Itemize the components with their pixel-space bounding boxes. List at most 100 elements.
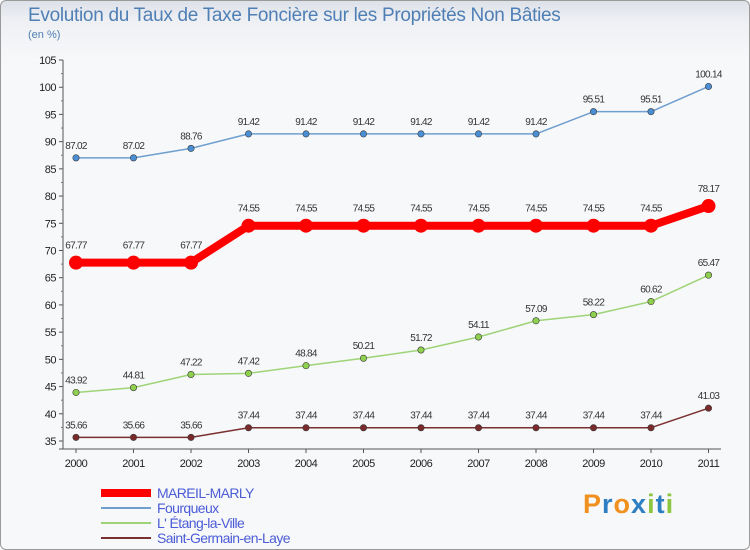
x-tick-label: 2010 xyxy=(640,458,663,470)
chart-title: Evolution du Taux de Taxe Foncière sur l… xyxy=(28,5,561,26)
legend-label: L' Étang-la-Ville xyxy=(157,515,245,531)
data-point xyxy=(704,82,712,90)
data-point xyxy=(302,130,310,138)
legend-label: Fourqueux xyxy=(157,500,219,516)
data-label: 50.21 xyxy=(353,341,376,352)
data-label: 51.72 xyxy=(410,333,433,344)
data-point xyxy=(704,271,712,279)
x-tick-label: 2005 xyxy=(352,458,375,470)
y-tick-label: 90 xyxy=(45,137,57,149)
data-label: 54.11 xyxy=(468,320,490,331)
data-label: 43.92 xyxy=(65,375,88,386)
x-tick-label: 2001 xyxy=(122,458,145,470)
data-point xyxy=(187,144,195,152)
data-label: 91.42 xyxy=(410,117,433,128)
logo-letter: i xyxy=(665,489,675,519)
y-tick-label: 35 xyxy=(45,436,57,448)
data-point xyxy=(126,255,141,270)
data-point xyxy=(184,255,198,270)
data-point xyxy=(69,255,83,270)
data-label: 44.81 xyxy=(123,371,146,382)
logo-letter: r xyxy=(602,489,614,519)
data-label: 91.42 xyxy=(353,117,376,128)
data-label: 35.66 xyxy=(65,420,88,431)
data-label: 37.44 xyxy=(640,411,663,422)
data-label: 37.44 xyxy=(525,411,548,422)
data-point xyxy=(589,108,597,116)
x-tick-label: 2000 xyxy=(65,458,88,470)
data-point xyxy=(302,424,310,432)
data-point xyxy=(589,424,597,432)
data-point xyxy=(245,130,253,138)
data-point xyxy=(356,218,371,233)
data-label: 74.55 xyxy=(525,204,548,215)
data-point xyxy=(532,317,540,325)
series-line-l-etang-la-ville xyxy=(75,274,710,394)
legend-swatch xyxy=(101,522,151,524)
y-tick-label: 85 xyxy=(45,164,57,176)
data-label: 74.55 xyxy=(238,204,261,215)
data-point xyxy=(130,433,138,441)
y-tick-label: 65 xyxy=(45,273,57,285)
data-label: 91.42 xyxy=(525,117,548,128)
data-point xyxy=(245,369,253,377)
series-line-saint-germain-en-laye xyxy=(75,407,710,439)
data-label: 74.55 xyxy=(295,204,318,215)
legend-swatch xyxy=(101,489,151,497)
data-point xyxy=(187,370,195,378)
data-label: 91.42 xyxy=(295,117,318,128)
data-label: 74.55 xyxy=(410,204,433,215)
data-point xyxy=(417,130,425,138)
data-label: 67.77 xyxy=(180,241,203,252)
y-tick-label: 50 xyxy=(45,354,57,366)
data-point xyxy=(130,154,138,162)
y-tick-label: 105 xyxy=(39,55,56,67)
data-point xyxy=(302,362,310,370)
data-label: 41.03 xyxy=(698,391,721,402)
series-fourqueux xyxy=(72,82,712,162)
data-point xyxy=(130,384,138,392)
legend-swatch xyxy=(101,507,151,509)
y-tick-label: 40 xyxy=(45,409,57,421)
y-tick-label: 95 xyxy=(45,109,57,121)
axes: 35 40 45 50 55 60 65 70 75 80 85 90 95 100 105 2000 2001… xyxy=(39,55,721,470)
data-point xyxy=(471,218,486,233)
logo-letter: o xyxy=(613,489,632,519)
data-label: 48.84 xyxy=(295,349,318,360)
y-tick-label: 45 xyxy=(45,382,57,394)
data-label: 91.42 xyxy=(238,117,261,128)
data-label: 74.55 xyxy=(640,204,663,215)
data-label: 95.51 xyxy=(583,95,606,106)
data-point xyxy=(647,424,655,432)
y-tick-label: 75 xyxy=(45,218,57,230)
data-label: 95.51 xyxy=(640,95,663,106)
data-label: 67.77 xyxy=(123,241,146,252)
data-label: 35.66 xyxy=(180,420,203,431)
x-tick-label: 2004 xyxy=(295,458,318,470)
data-label: 74.55 xyxy=(353,204,376,215)
data-labels-layer: 87.02 87.02 88.76 91.42 91.42 91.42 91.42 91.42… xyxy=(65,69,723,431)
series-line-mareil-marly xyxy=(72,202,713,267)
logo-letter: P xyxy=(583,489,603,519)
data-label: 47.42 xyxy=(238,356,261,367)
data-label: 67.77 xyxy=(65,241,88,252)
data-point xyxy=(414,218,428,233)
data-label: 60.62 xyxy=(640,285,663,296)
x-tick-label: 2006 xyxy=(410,458,433,470)
legend-swatch xyxy=(101,537,151,539)
data-label: 74.55 xyxy=(468,204,491,215)
data-point xyxy=(701,199,716,214)
data-point xyxy=(474,424,482,432)
data-label: 78.17 xyxy=(698,184,721,195)
data-point xyxy=(299,218,313,233)
data-point xyxy=(532,424,540,432)
data-point xyxy=(72,433,80,441)
data-point xyxy=(72,388,80,396)
logo-letter: t xyxy=(655,489,666,519)
series-l-etang-la-ville xyxy=(72,271,712,396)
legend-label: MAREIL-MARLY xyxy=(157,485,254,501)
data-label: 87.02 xyxy=(65,141,88,152)
data-label: 37.44 xyxy=(410,411,433,422)
